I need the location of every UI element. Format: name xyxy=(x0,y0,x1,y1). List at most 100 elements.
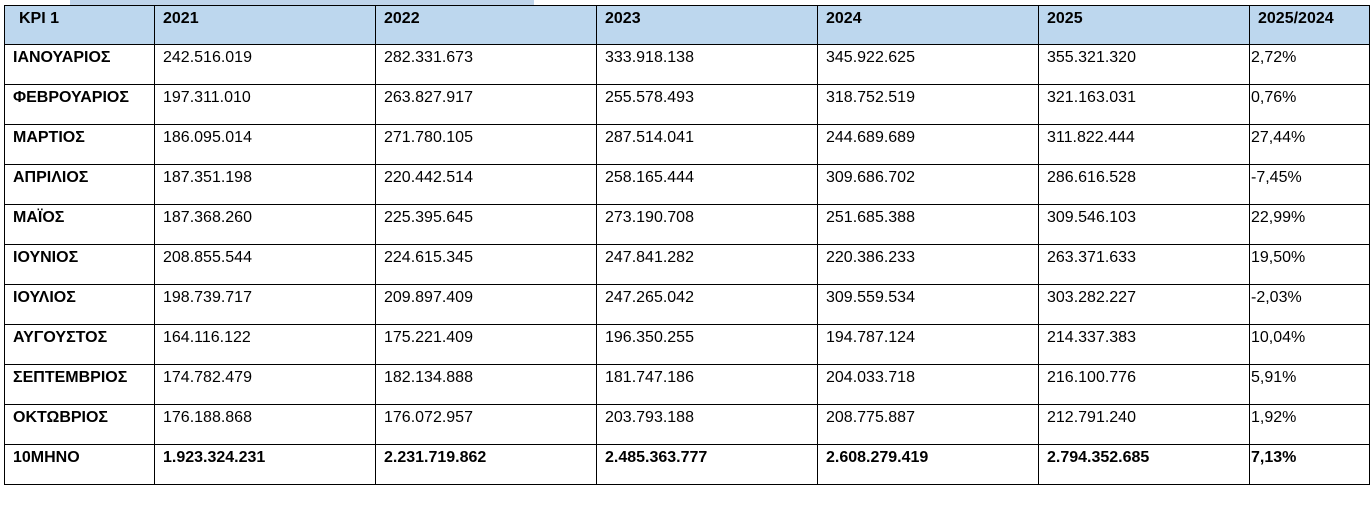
row-month: ΙΟΥΝΙΟΣ xyxy=(4,244,155,285)
cell-change: 1,92% xyxy=(1249,404,1370,445)
header-cell-2022: 2022 xyxy=(375,5,597,45)
cell-2021: 164.116.122 xyxy=(154,324,376,365)
cell-change: -7,45% xyxy=(1249,164,1370,205)
total-2023: 2.485.363.777 xyxy=(596,444,818,485)
cell-2024: 220.386.233 xyxy=(817,244,1039,285)
total-label: 10ΜΗΝΟ xyxy=(4,444,155,485)
cell-2021: 174.782.479 xyxy=(154,364,376,405)
table-row: ΜΑΡΤΙΟΣ 186.095.014 271.780.105 287.514.… xyxy=(4,124,1370,165)
cell-2024: 309.686.702 xyxy=(817,164,1039,205)
row-month: ΑΥΓΟΥΣΤΟΣ xyxy=(4,324,155,365)
cell-2023: 247.265.042 xyxy=(596,284,818,325)
header-cell-change: 2025/2024 xyxy=(1249,5,1370,45)
row-month: ΟΚΤΩΒΡΙΟΣ xyxy=(4,404,155,445)
cell-2025: 286.616.528 xyxy=(1038,164,1250,205)
cell-2022: 209.897.409 xyxy=(375,284,597,325)
cell-change: -2,03% xyxy=(1249,284,1370,325)
cell-2022: 176.072.957 xyxy=(375,404,597,445)
cell-2021: 187.368.260 xyxy=(154,204,376,245)
total-2024: 2.608.279.419 xyxy=(817,444,1039,485)
cell-2021: 186.095.014 xyxy=(154,124,376,165)
cell-change: 0,76% xyxy=(1249,84,1370,125)
cell-2023: 287.514.041 xyxy=(596,124,818,165)
kpi-table-header: KPI 1 2021 2022 2023 2024 2025 2025/2024 xyxy=(4,5,1370,45)
cell-2021: 197.311.010 xyxy=(154,84,376,125)
cell-change: 10,04% xyxy=(1249,324,1370,365)
cell-2022: 225.395.645 xyxy=(375,204,597,245)
cell-change: 5,91% xyxy=(1249,364,1370,405)
cell-2025: 311.822.444 xyxy=(1038,124,1250,165)
row-month: ΜΑΪΟΣ xyxy=(4,204,155,245)
cell-2021: 176.188.868 xyxy=(154,404,376,445)
cell-change: 2,72% xyxy=(1249,44,1370,85)
cell-2024: 208.775.887 xyxy=(817,404,1039,445)
cell-2025: 303.282.227 xyxy=(1038,284,1250,325)
cell-2023: 258.165.444 xyxy=(596,164,818,205)
cell-2024: 194.787.124 xyxy=(817,324,1039,365)
header-cell-2025: 2025 xyxy=(1038,5,1250,45)
cell-2022: 282.331.673 xyxy=(375,44,597,85)
kpi-table-body: ΙΑΝΟΥΑΡΙΟΣ 242.516.019 282.331.673 333.9… xyxy=(4,44,1370,485)
cell-2024: 251.685.388 xyxy=(817,204,1039,245)
top-strip-segment xyxy=(70,0,534,5)
table-row: ΙΑΝΟΥΑΡΙΟΣ 242.516.019 282.331.673 333.9… xyxy=(4,44,1370,85)
cell-2025: 355.321.320 xyxy=(1038,44,1250,85)
cell-change: 19,50% xyxy=(1249,244,1370,285)
cell-2022: 175.221.409 xyxy=(375,324,597,365)
cell-2025: 216.100.776 xyxy=(1038,364,1250,405)
cell-2022: 263.827.917 xyxy=(375,84,597,125)
cell-2024: 345.922.625 xyxy=(817,44,1039,85)
cell-2024: 244.689.689 xyxy=(817,124,1039,165)
header-cell-2021: 2021 xyxy=(154,5,376,45)
row-month: ΑΠΡΙΛΙΟΣ xyxy=(4,164,155,205)
table-row: ΑΥΓΟΥΣΤΟΣ 164.116.122 175.221.409 196.35… xyxy=(4,324,1370,365)
cell-2022: 271.780.105 xyxy=(375,124,597,165)
cell-2025: 214.337.383 xyxy=(1038,324,1250,365)
header-cell-kpi: KPI 1 xyxy=(4,5,155,45)
cell-2022: 182.134.888 xyxy=(375,364,597,405)
cell-2025: 263.371.633 xyxy=(1038,244,1250,285)
table-row: ΙΟΥΛΙΟΣ 198.739.717 209.897.409 247.265.… xyxy=(4,284,1370,325)
cell-2025: 309.546.103 xyxy=(1038,204,1250,245)
cell-2024: 309.559.534 xyxy=(817,284,1039,325)
header-cell-2023: 2023 xyxy=(596,5,818,45)
cell-2021: 198.739.717 xyxy=(154,284,376,325)
header-cell-2024: 2024 xyxy=(817,5,1039,45)
kpi-table: KPI 1 2021 2022 2023 2024 2025 2025/2024… xyxy=(4,5,1370,485)
cell-2021: 187.351.198 xyxy=(154,164,376,205)
total-row: 10ΜΗΝΟ 1.923.324.231 2.231.719.862 2.485… xyxy=(4,444,1370,485)
cell-2023: 333.918.138 xyxy=(596,44,818,85)
cell-2025: 321.163.031 xyxy=(1038,84,1250,125)
cell-2023: 203.793.188 xyxy=(596,404,818,445)
cell-change: 22,99% xyxy=(1249,204,1370,245)
table-row: ΣΕΠΤΕΜΒΡΙΟΣ 174.782.479 182.134.888 181.… xyxy=(4,364,1370,405)
total-2025: 2.794.352.685 xyxy=(1038,444,1250,485)
total-change: 7,13% xyxy=(1249,444,1370,485)
row-month: ΜΑΡΤΙΟΣ xyxy=(4,124,155,165)
cell-2021: 242.516.019 xyxy=(154,44,376,85)
row-month: ΙΑΝΟΥΑΡΙΟΣ xyxy=(4,44,155,85)
row-month: ΣΕΠΤΕΜΒΡΙΟΣ xyxy=(4,364,155,405)
cell-2024: 318.752.519 xyxy=(817,84,1039,125)
top-strip xyxy=(0,0,1372,6)
table-row: ΦΕΒΡΟΥΑΡΙΟΣ 197.311.010 263.827.917 255.… xyxy=(4,84,1370,125)
header-row: KPI 1 2021 2022 2023 2024 2025 2025/2024 xyxy=(4,5,1370,45)
cell-2023: 255.578.493 xyxy=(596,84,818,125)
table-row: ΙΟΥΝΙΟΣ 208.855.544 224.615.345 247.841.… xyxy=(4,244,1370,285)
cell-2023: 273.190.708 xyxy=(596,204,818,245)
table-row: ΜΑΪΟΣ 187.368.260 225.395.645 273.190.70… xyxy=(4,204,1370,245)
cell-2022: 220.442.514 xyxy=(375,164,597,205)
row-month: ΦΕΒΡΟΥΑΡΙΟΣ xyxy=(4,84,155,125)
cell-2022: 224.615.345 xyxy=(375,244,597,285)
cell-change: 27,44% xyxy=(1249,124,1370,165)
cell-2023: 196.350.255 xyxy=(596,324,818,365)
cell-2023: 181.747.186 xyxy=(596,364,818,405)
cell-2025: 212.791.240 xyxy=(1038,404,1250,445)
total-2022: 2.231.719.862 xyxy=(375,444,597,485)
total-2021: 1.923.324.231 xyxy=(154,444,376,485)
row-month: ΙΟΥΛΙΟΣ xyxy=(4,284,155,325)
table-row: ΟΚΤΩΒΡΙΟΣ 176.188.868 176.072.957 203.79… xyxy=(4,404,1370,445)
table-row: ΑΠΡΙΛΙΟΣ 187.351.198 220.442.514 258.165… xyxy=(4,164,1370,205)
cell-2024: 204.033.718 xyxy=(817,364,1039,405)
cell-2023: 247.841.282 xyxy=(596,244,818,285)
